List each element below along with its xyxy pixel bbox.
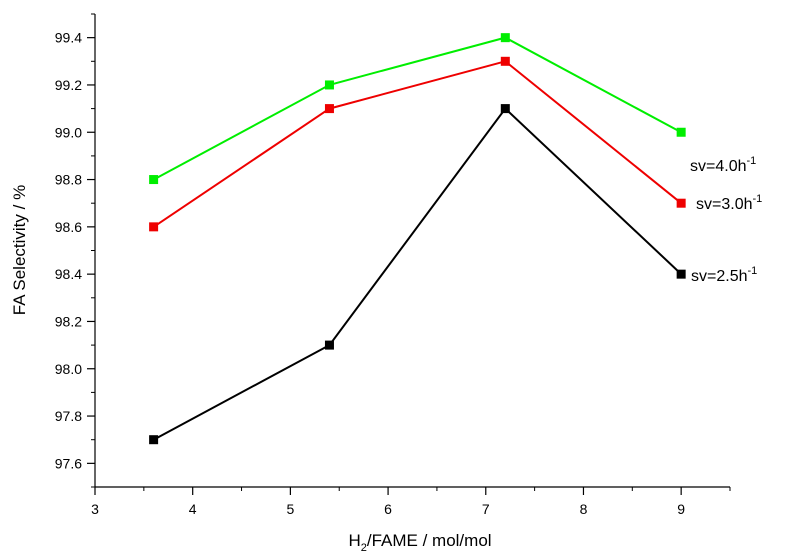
y-ticks: 97.6 97.8 98.0 98.2 98.4 98.6 98.8 99.0 99.2 99.4 bbox=[55, 13, 95, 488]
series-label-sv-2.5: sv=2.5h-1 bbox=[691, 265, 757, 285]
x-tick-label: 5 bbox=[286, 501, 294, 517]
data-point-marker bbox=[149, 175, 159, 185]
x-axis-title-rest: /FAME / mol/mol bbox=[367, 531, 492, 550]
y-tick-label: 97.8 bbox=[55, 408, 82, 424]
series-label-sv-4.0: sv=4.0h-1 bbox=[690, 155, 756, 175]
data-point-marker bbox=[676, 127, 686, 137]
series-label-sv-3.0-base: sv=3.0h bbox=[696, 196, 752, 213]
y-tick-label: 99.4 bbox=[55, 30, 82, 46]
series-label-sv-2.5-sup: -1 bbox=[747, 265, 757, 277]
data-point-marker bbox=[149, 222, 159, 232]
x-tick-label: 6 bbox=[384, 501, 392, 517]
y-tick-label: 98.6 bbox=[55, 219, 82, 235]
series-label-sv-3.0-sup: -1 bbox=[752, 193, 762, 205]
series-label-sv-4.0-base: sv=4.0h bbox=[690, 158, 746, 175]
x-axis-title-main: H bbox=[348, 531, 360, 550]
x-axis-title: H2/FAME / mol/mol bbox=[348, 531, 491, 553]
y-tick-label: 98.4 bbox=[55, 266, 82, 282]
y-tick-label: 99.2 bbox=[55, 77, 82, 93]
y-axis-title: FA Selectivity / % bbox=[10, 185, 29, 315]
data-point-marker bbox=[324, 80, 334, 90]
data-point-marker bbox=[324, 340, 334, 350]
y-tick-label: 98.0 bbox=[55, 361, 82, 377]
series-line bbox=[153, 107, 682, 441]
series-line bbox=[153, 36, 682, 181]
data-point-marker bbox=[676, 269, 686, 279]
data-point-marker bbox=[149, 435, 159, 445]
x-ticks: 3 4 5 6 7 8 9 bbox=[91, 487, 731, 517]
axes bbox=[94, 14, 730, 488]
x-tick-label: 4 bbox=[189, 501, 197, 517]
series-label-sv-4.0-sup: -1 bbox=[746, 155, 756, 167]
y-tick-label: 97.6 bbox=[55, 455, 82, 471]
series-line bbox=[153, 60, 682, 228]
y-tick-label: 98.8 bbox=[55, 172, 82, 188]
x-tick-label: 3 bbox=[91, 501, 99, 517]
series-group bbox=[149, 33, 686, 445]
data-point-marker bbox=[676, 198, 686, 208]
x-tick-label: 8 bbox=[580, 501, 588, 517]
data-point-marker bbox=[500, 104, 510, 114]
y-tick-label: 98.2 bbox=[55, 313, 82, 329]
x-tick-label: 7 bbox=[482, 501, 490, 517]
y-tick-label: 99.0 bbox=[55, 124, 82, 140]
x-axis-title-subscript: 2 bbox=[361, 542, 367, 553]
x-tick-label: 9 bbox=[677, 501, 685, 517]
data-point-marker bbox=[500, 56, 510, 66]
series-label-sv-2.5-base: sv=2.5h bbox=[691, 268, 747, 285]
data-point-marker bbox=[324, 104, 334, 114]
data-point-marker bbox=[500, 33, 510, 43]
series-label-sv-3.0: sv=3.0h-1 bbox=[696, 193, 762, 213]
